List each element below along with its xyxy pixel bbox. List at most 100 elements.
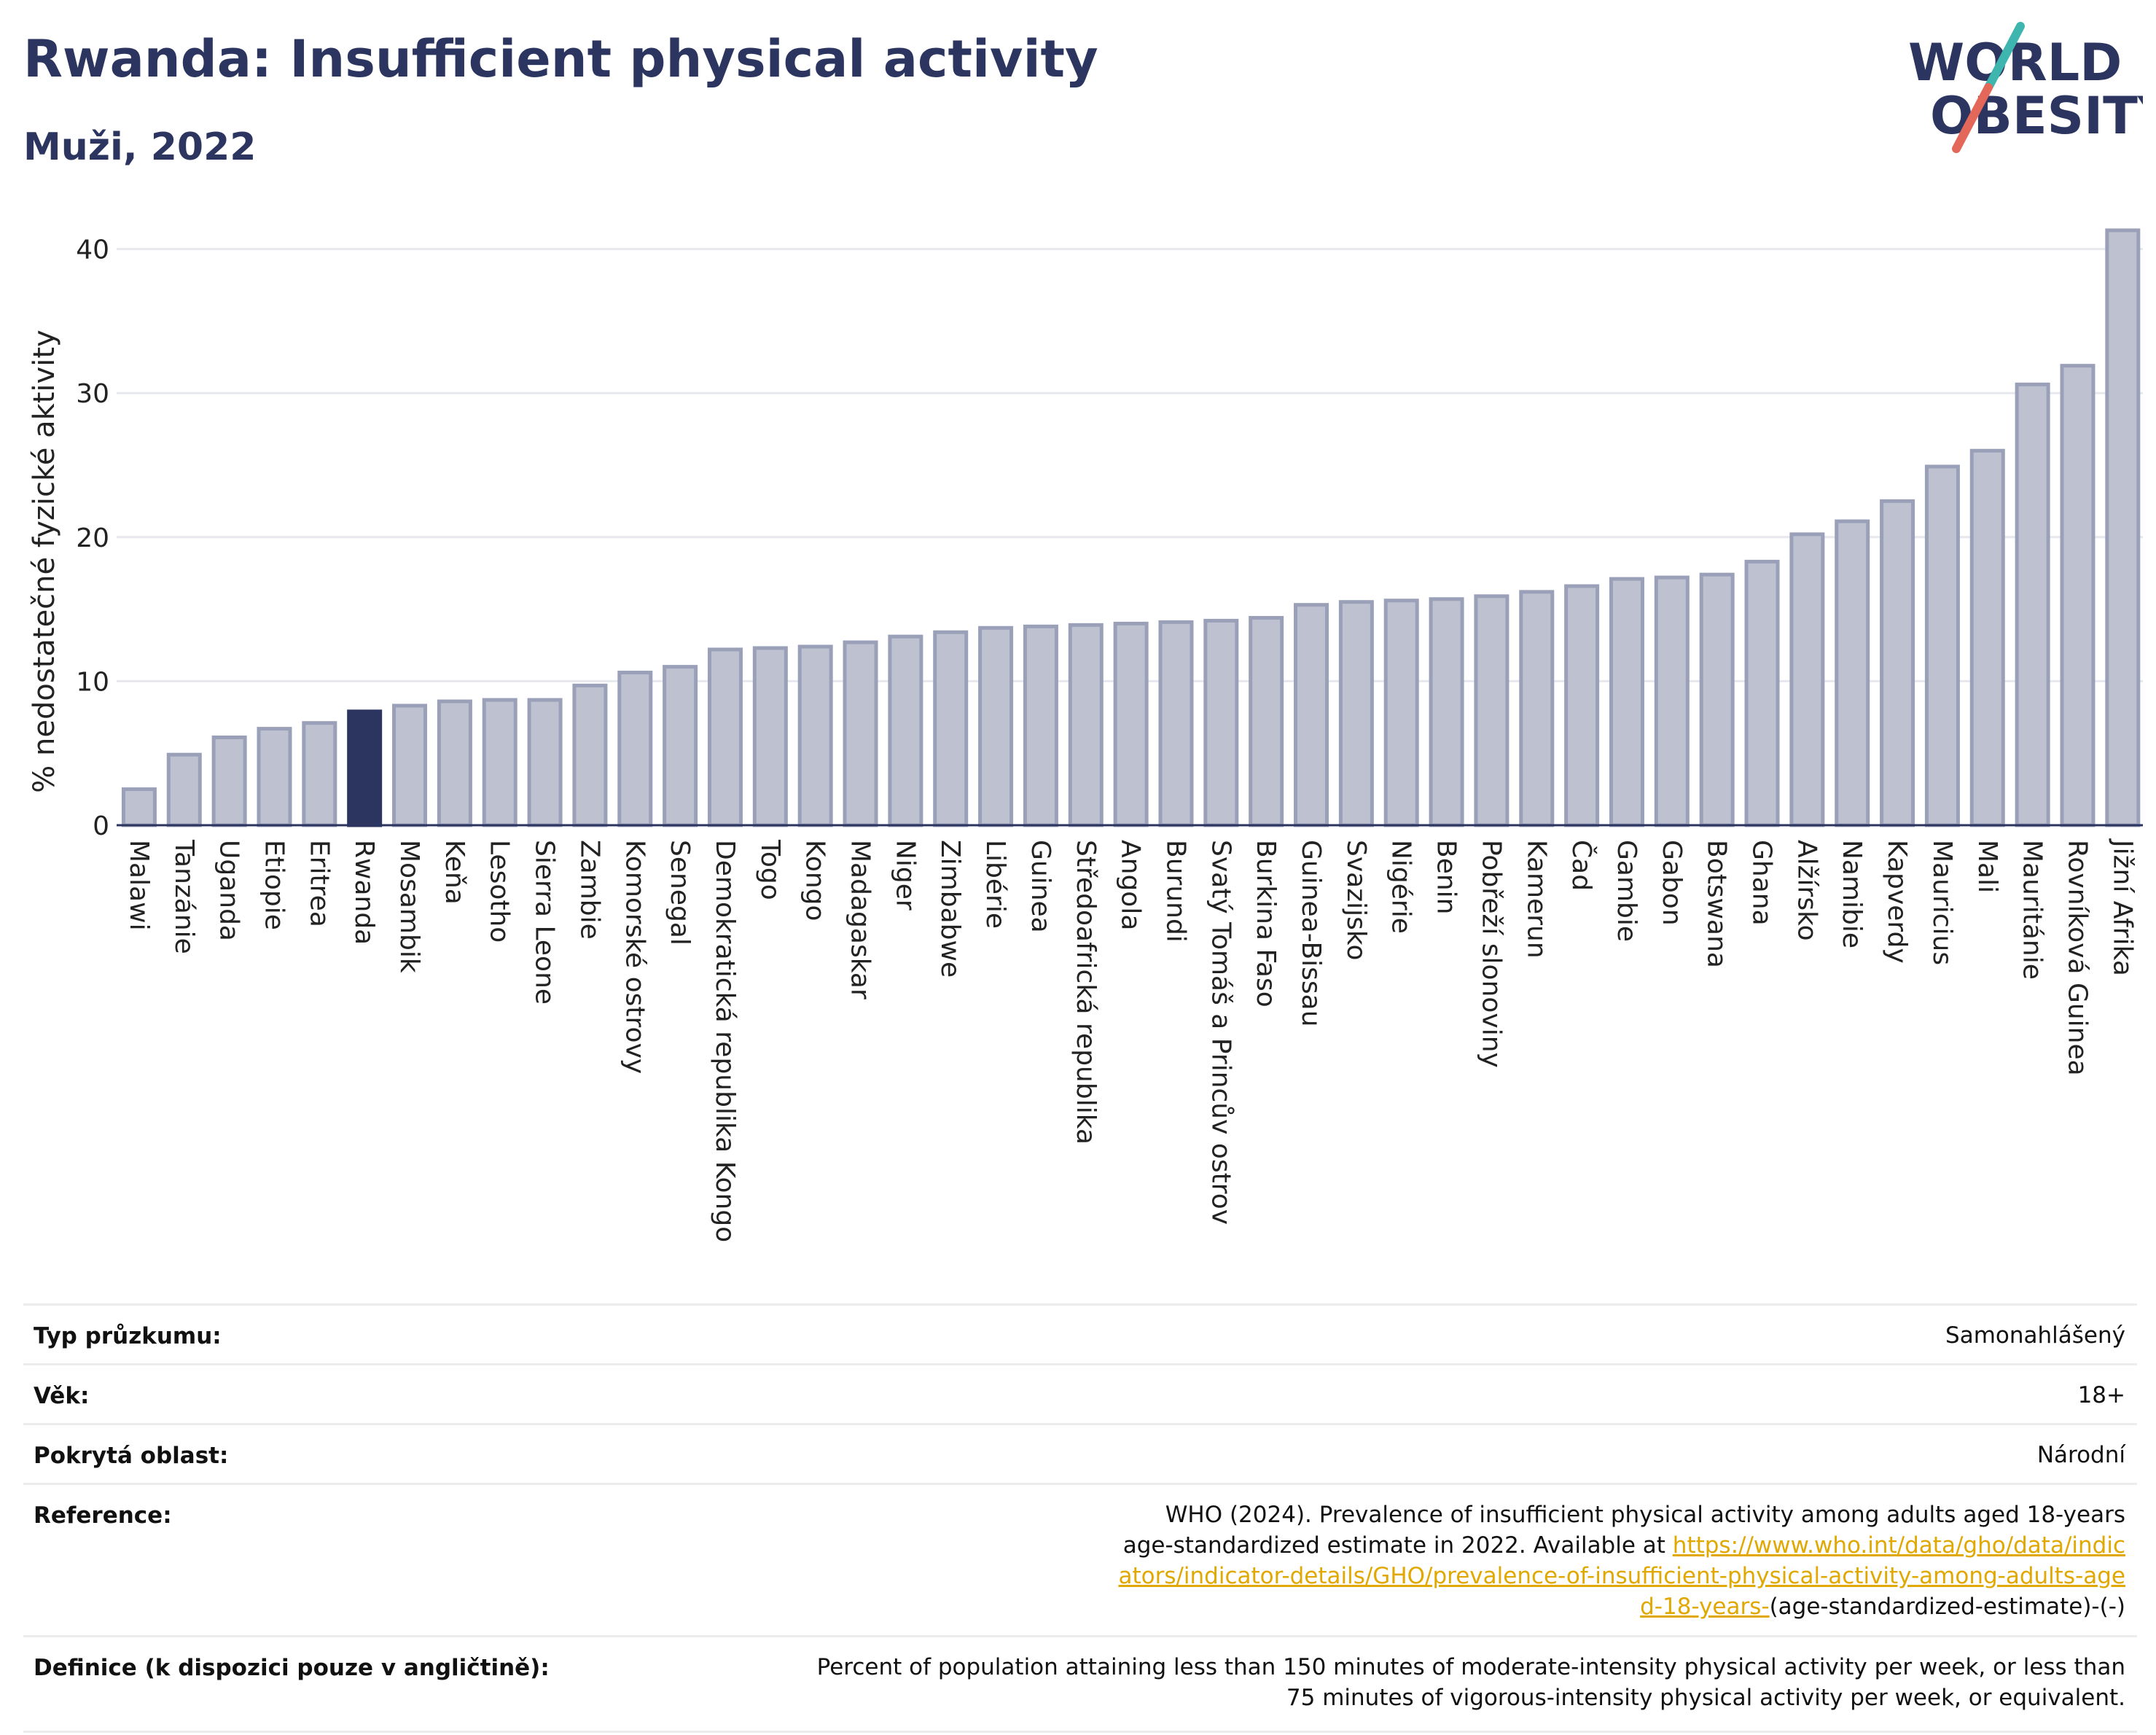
x-tick-label: Etiopie xyxy=(259,840,289,930)
bar-jižní-afrika xyxy=(2105,228,2141,827)
info-table: Typ průzkumu: Samonahlášený Věk: 18+ Pok… xyxy=(23,1303,2137,1733)
y-tick-label: 20 xyxy=(76,523,109,553)
age-label: Věk: xyxy=(23,1363,561,1424)
bars xyxy=(121,228,2141,827)
x-tick-label: Mosambik xyxy=(394,840,424,973)
age-value: 18+ xyxy=(561,1363,2137,1424)
bar-sierra-leone xyxy=(527,698,563,827)
x-tick-label: Čad xyxy=(1566,840,1597,891)
bar-kongo xyxy=(797,644,833,827)
x-tick-label: Svatý Tomáš a Princův ostrov xyxy=(1206,840,1235,1225)
x-tick-label: Mali xyxy=(1972,840,2002,893)
world-obesity-logo: WORLD OBESITY xyxy=(1908,22,2143,153)
bar-rwanda xyxy=(347,709,383,827)
x-tick-label: Svazijsko xyxy=(1341,840,1371,960)
reference-label: Reference: xyxy=(23,1483,561,1637)
y-tick-label: 0 xyxy=(93,811,109,841)
x-tick-label: Senegal xyxy=(665,840,695,946)
bar-libérie xyxy=(978,625,1014,827)
x-tick-label: Rwanda xyxy=(349,840,379,945)
bar-benin xyxy=(1429,597,1464,827)
bar-pobřeží-slonoviny xyxy=(1474,594,1509,827)
bar-niger xyxy=(888,634,923,827)
info-row-reference: Reference: WHO (2024). Prevalence of ins… xyxy=(23,1483,2137,1637)
bar-zimbabwe xyxy=(933,630,969,827)
x-tick-label: Středoafrická republika xyxy=(1071,840,1101,1145)
bar-guinea xyxy=(1023,624,1058,827)
y-axis-ticks: 0 10 20 30 40 xyxy=(76,235,109,841)
y-axis-label: % nedostatečné fyzické aktivity xyxy=(28,330,61,792)
x-tick-label: Demokratická republika Kongo xyxy=(710,840,740,1242)
info-row-definition: Definice (k dispozici pouze v angličtině… xyxy=(23,1635,2137,1733)
bar-zambie xyxy=(572,683,608,827)
x-tick-label: Zambie xyxy=(574,840,604,940)
x-tick-label: Gabon xyxy=(1657,840,1687,926)
info-row-age: Věk: 18+ xyxy=(23,1363,2137,1424)
bar-svatý-tomáš-a-princův-ostrov xyxy=(1203,618,1239,827)
bar-burundi xyxy=(1158,620,1194,827)
reference-text: WHO (2024). Prevalence of insufficient p… xyxy=(1122,1502,2125,1559)
reference-suffix: (age-standardized-estimate)-(-) xyxy=(1769,1594,2125,1620)
coverage-value: Národní xyxy=(561,1423,2137,1484)
definition-value: Percent of population attaining less tha… xyxy=(561,1635,2137,1733)
logo-slash-teal xyxy=(1984,22,2025,92)
x-tick-label: Tanzánie xyxy=(169,839,199,954)
bar-namibie xyxy=(1835,519,1870,827)
x-tick-label: Niger xyxy=(890,840,920,911)
bar-togo xyxy=(752,646,788,827)
x-tick-label: Nigérie xyxy=(1386,840,1416,934)
y-tick-label: 40 xyxy=(76,235,109,265)
bar-eritrea xyxy=(302,721,337,827)
bar-angola xyxy=(1113,621,1149,827)
bar-botswana xyxy=(1699,572,1735,827)
bar-nigérie xyxy=(1383,599,1419,827)
bar-guinea-bissau xyxy=(1294,603,1329,827)
bar-lesotho xyxy=(482,698,517,827)
x-tick-label: Rovníková Guinea xyxy=(2062,840,2092,1076)
x-tick-label: Gambie xyxy=(1612,840,1641,942)
bar-mauricius xyxy=(1924,464,1960,827)
y-tick-label: 10 xyxy=(76,667,109,697)
x-tick-label: Madagaskar xyxy=(845,840,875,999)
bar-demokratická-republika-kongo xyxy=(707,647,743,827)
x-tick-label: Pobřeží slonoviny xyxy=(1476,840,1506,1068)
x-tick-label: Komorské ostrovy xyxy=(620,840,649,1074)
info-row-coverage: Pokrytá oblast: Národní xyxy=(23,1423,2137,1484)
y-tick-label: 30 xyxy=(76,379,109,409)
coverage-label: Pokrytá oblast: xyxy=(23,1423,561,1484)
bar-burkina-faso xyxy=(1249,615,1284,827)
bar-komorské-ostrovy xyxy=(617,671,653,827)
info-row-survey-type: Typ průzkumu: Samonahlášený xyxy=(23,1303,2137,1365)
x-tick-label: Uganda xyxy=(214,840,244,941)
x-tick-label: Angola xyxy=(1116,840,1146,930)
x-tick-label: Benin xyxy=(1432,840,1461,914)
survey-type-label: Typ průzkumu: xyxy=(23,1303,561,1365)
x-tick-label: Guinea-Bissau xyxy=(1296,840,1326,1027)
bar-malawi xyxy=(121,787,157,827)
bar-mali xyxy=(1969,448,2005,827)
x-tick-label: Kongo xyxy=(800,840,830,921)
reference-link[interactable]: https://www.who.int/data/gho/data/indica… xyxy=(1118,1532,2125,1620)
bar-chart: 0 10 20 30 40 Malawi Tanzánie Uganda Etiopie Eri… xyxy=(28,228,2143,1242)
x-tick-label: Kapverdy xyxy=(1882,840,1912,964)
x-tick-label: Mauricius xyxy=(1927,840,1957,965)
bar-středoafrická-republika xyxy=(1068,623,1104,827)
bar-kamerun xyxy=(1519,590,1555,827)
bar-svazijsko xyxy=(1338,600,1374,827)
x-tick-label: Jižní Afrika xyxy=(2107,838,2137,976)
x-tick-label: Keňa xyxy=(440,840,469,905)
definition-label: Definice (k dispozici pouze v angličtině… xyxy=(23,1635,561,1733)
x-tick-label: Kamerun xyxy=(1521,840,1551,959)
bar-mauritánie xyxy=(2015,382,2050,827)
bar-tanzánie xyxy=(166,752,202,827)
x-tick-label: Namibie xyxy=(1837,840,1867,948)
x-tick-label: Eritrea xyxy=(304,840,334,927)
logo-slash-red xyxy=(1952,83,1993,153)
x-tick-label: Burundi xyxy=(1160,840,1190,943)
bar-alžírsko xyxy=(1789,532,1825,827)
bar-mosambik xyxy=(392,703,428,827)
x-tick-label: Botswana xyxy=(1702,840,1732,968)
bar-čad xyxy=(1564,584,1600,827)
x-tick-label: Libérie xyxy=(980,840,1010,929)
chart-subtitle: Muži, 2022 xyxy=(23,125,257,169)
